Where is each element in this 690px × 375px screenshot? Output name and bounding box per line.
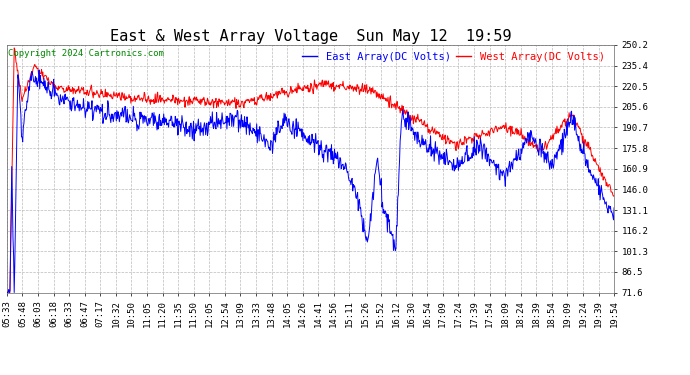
Title: East & West Array Voltage  Sun May 12  19:59: East & West Array Voltage Sun May 12 19:… <box>110 29 511 44</box>
Legend: East Array(DC Volts), West Array(DC Volts): East Array(DC Volts), West Array(DC Volt… <box>297 48 609 66</box>
Text: Copyright 2024 Cartronics.com: Copyright 2024 Cartronics.com <box>8 49 164 58</box>
